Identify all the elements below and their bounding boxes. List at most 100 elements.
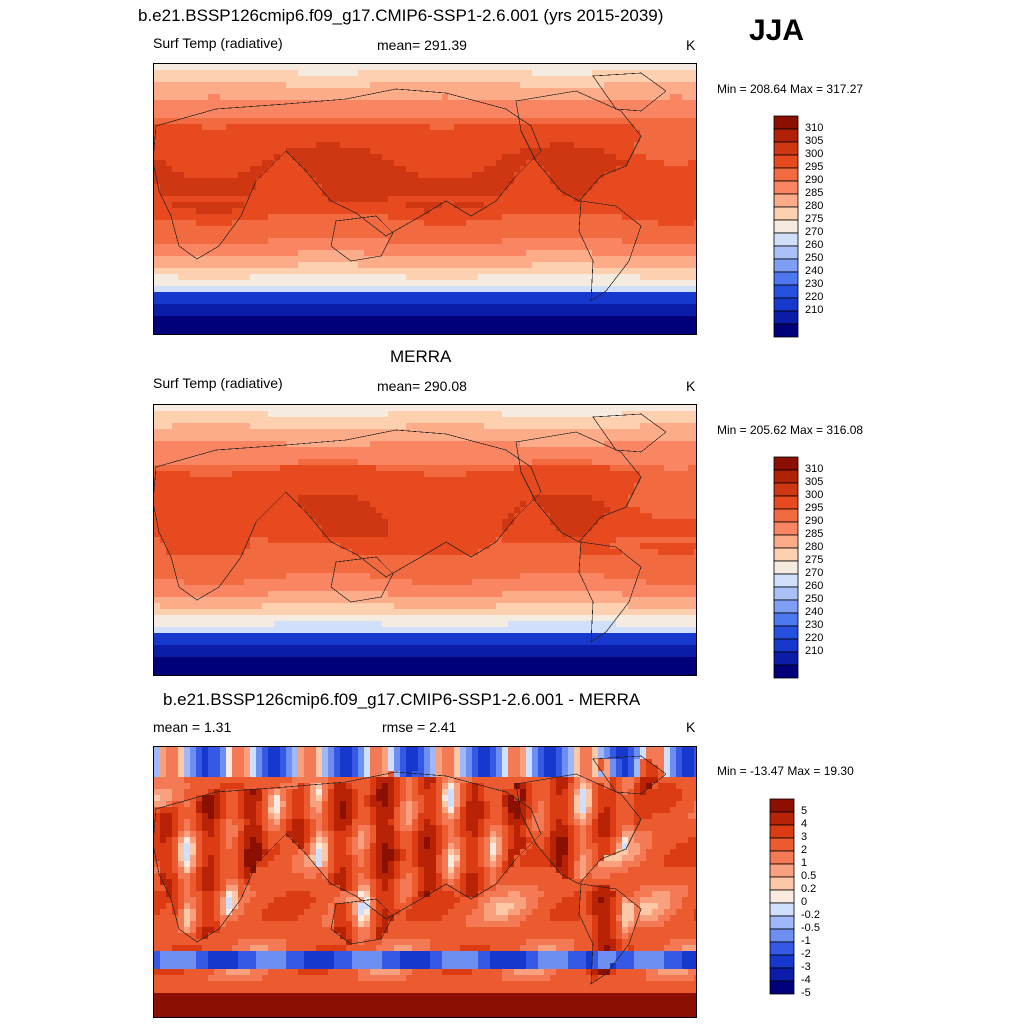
colorbar-tick-label: 275 xyxy=(805,554,824,566)
colorbar-swatch xyxy=(769,928,795,943)
units-label: K xyxy=(686,719,696,735)
colorbar-tick-label: 0 xyxy=(801,896,808,908)
variable-label: Surf Temp (radiative) xyxy=(153,35,283,51)
colorbar-tick-label: 250 xyxy=(805,252,824,264)
rmse-label: rmse = 2.41 xyxy=(382,719,457,735)
colorbar-tick-label: 230 xyxy=(805,619,824,631)
coastline xyxy=(330,215,394,262)
colorbar-swatch xyxy=(769,954,795,969)
colorbar-swatch xyxy=(773,245,799,260)
coastline xyxy=(330,898,394,945)
colorbar-tick-label: 5 xyxy=(801,805,808,817)
colorbar-tick-label: -3 xyxy=(801,961,811,973)
colorbar-tick-label: 210 xyxy=(805,304,824,316)
colorbar-tick-label: 290 xyxy=(805,174,824,186)
colorbar-tick-label: 230 xyxy=(805,278,824,290)
colorbar-tick-label: 3 xyxy=(801,831,808,843)
colorbar-swatch xyxy=(773,271,799,286)
colorbar-swatch xyxy=(769,798,795,813)
colorbar-tick-label: -4 xyxy=(801,974,811,986)
colorbar-swatch xyxy=(773,180,799,195)
colorbar-swatch xyxy=(773,638,799,653)
coastline xyxy=(154,429,542,601)
colorbar-swatch xyxy=(773,284,799,299)
colorbar-tick-label: 295 xyxy=(805,502,824,514)
colorbar-tick-label: 300 xyxy=(805,489,824,501)
coastline xyxy=(578,883,642,985)
variable-label: Surf Temp (radiative) xyxy=(153,375,283,391)
colorbar-swatch xyxy=(773,128,799,143)
colorbar-swatch xyxy=(773,323,799,338)
colorbar-tick-label: 310 xyxy=(805,122,824,134)
colorbar-tick-label: 0.5 xyxy=(801,870,817,882)
colorbar-tick-label: 220 xyxy=(805,632,824,644)
colorbar-tick-label: 0.2 xyxy=(801,883,817,895)
colorbar-tick-label: 1 xyxy=(801,857,808,869)
colorbar-swatch xyxy=(773,232,799,247)
colorbar-swatch xyxy=(773,664,799,679)
colorbar-tick-label: -0.5 xyxy=(801,922,820,934)
coastline xyxy=(154,771,542,943)
colorbar-swatch xyxy=(769,967,795,982)
colorbar-swatch xyxy=(773,599,799,614)
units-label: K xyxy=(686,37,696,53)
colorbar-swatch xyxy=(769,980,795,995)
min-max-label: Min = -13.47 Max = 19.30 xyxy=(717,764,854,778)
colorbar-swatch xyxy=(773,193,799,208)
colorbar-tick-label: -2 xyxy=(801,948,811,960)
min-max-label: Min = 205.62 Max = 316.08 xyxy=(717,423,864,437)
colorbar-tick-label: 285 xyxy=(805,528,824,540)
colorbar-swatch xyxy=(773,469,799,484)
colorbar-swatch xyxy=(773,573,799,588)
difference-map xyxy=(153,746,697,1018)
colorbar-swatch xyxy=(773,560,799,575)
colorbar-swatch xyxy=(773,521,799,536)
colorbar-swatch xyxy=(769,941,795,956)
colorbar-swatch xyxy=(773,495,799,510)
colorbar-swatch xyxy=(769,915,795,930)
colorbar-tick-label: 250 xyxy=(805,593,824,605)
colorbar-tick-label: 240 xyxy=(805,265,824,277)
season-label: JJA xyxy=(749,14,805,47)
units-label: K xyxy=(686,378,696,394)
colorbar-tick-label: 2 xyxy=(801,844,808,856)
coastline xyxy=(578,200,642,302)
surface-temperature-map xyxy=(153,63,697,335)
colorbar-swatch xyxy=(773,508,799,523)
colorbar-swatch xyxy=(769,889,795,904)
coastline xyxy=(330,556,394,603)
mean-label: mean = 1.31 xyxy=(153,719,232,735)
colorbar-swatch xyxy=(769,850,795,865)
coastline xyxy=(515,90,642,202)
panel-title: MERRA xyxy=(390,347,452,366)
colorbar-tick-label: 305 xyxy=(805,476,824,488)
coastline xyxy=(592,72,667,112)
panel-title: b.e21.BSSP126cmip6.f09_g17.CMIP6-SSP1-2.… xyxy=(138,6,664,25)
colorbar-tick-label: 260 xyxy=(805,580,824,592)
colorbar-tick-label: 240 xyxy=(805,606,824,618)
colorbar-tick-label: 270 xyxy=(805,226,824,238)
coastline xyxy=(515,773,642,885)
colorbar-swatch xyxy=(769,902,795,917)
coastline xyxy=(578,541,642,643)
coastline xyxy=(154,88,542,260)
colorbar-swatch xyxy=(769,876,795,891)
colorbar-swatch xyxy=(773,219,799,234)
surface-temperature-map xyxy=(153,404,697,676)
colorbar-tick-label: 310 xyxy=(805,463,824,475)
panel-title: b.e21.BSSP126cmip6.f09_g17.CMIP6-SSP1-2.… xyxy=(163,690,641,709)
coastline xyxy=(592,413,667,453)
colorbar-swatch xyxy=(773,612,799,627)
colorbar-swatches xyxy=(769,798,795,995)
colorbar-tick-label: -5 xyxy=(801,987,811,999)
colorbar-swatch xyxy=(773,206,799,221)
colorbar-swatch xyxy=(773,167,799,182)
colorbar-tick-label: 305 xyxy=(805,135,824,147)
colorbar-tick-label: 275 xyxy=(805,213,824,225)
colorbar-swatch xyxy=(773,115,799,130)
colorbar-tick-label: 285 xyxy=(805,187,824,199)
mean-label: mean= 290.08 xyxy=(377,378,467,394)
colorbar-swatch xyxy=(769,837,795,852)
colorbar-swatches xyxy=(773,456,799,679)
colorbar-tick-label: 260 xyxy=(805,239,824,251)
